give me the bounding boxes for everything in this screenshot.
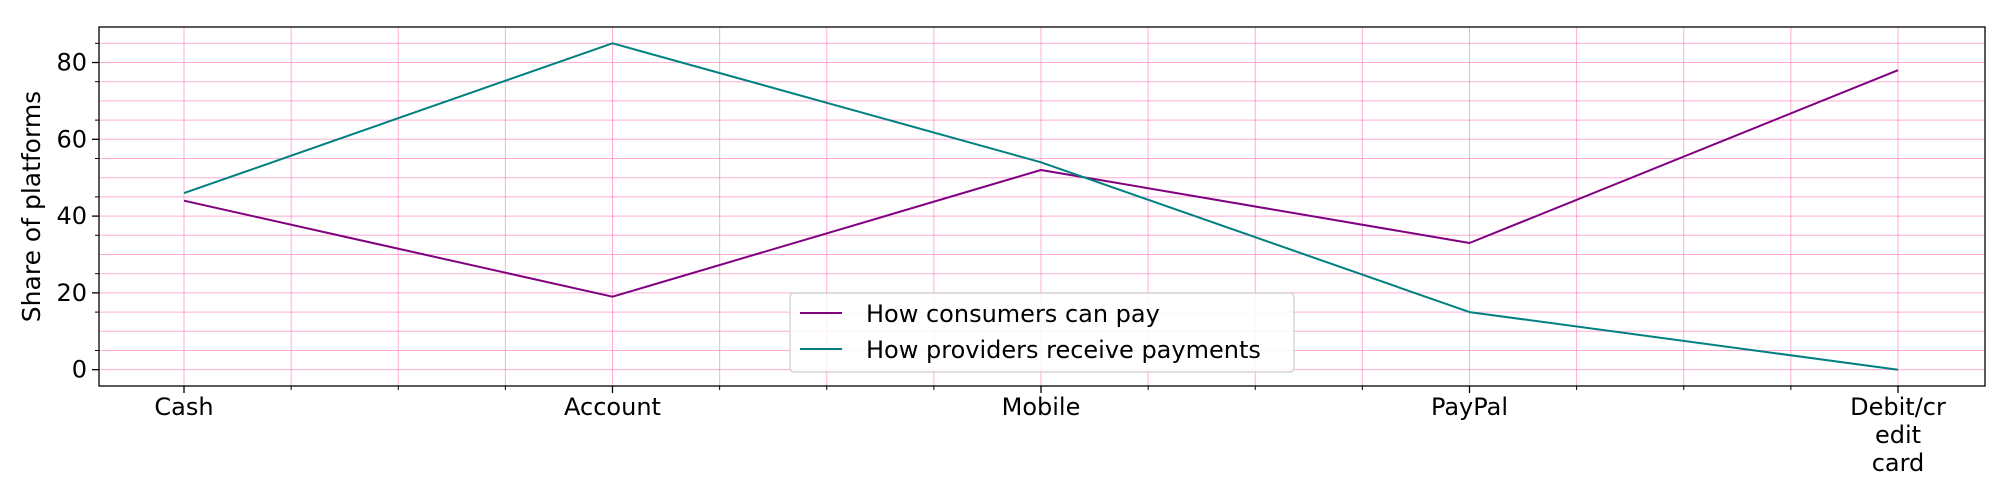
x-tick-label: Mobile <box>1002 393 1081 421</box>
series-layer <box>183 42 1899 371</box>
y-axis-label: Share of platforms <box>17 91 46 322</box>
x-tick-label: Debit/cr edit card <box>1850 393 1946 477</box>
x-tick-label: Account <box>564 393 661 421</box>
plot-frame <box>98 26 1986 387</box>
legend-box <box>789 292 1295 373</box>
tick-labels: 0 20 40 60 80 Cash Account Mobile PayPal Debit/cr… <box>56 49 1946 477</box>
x-tick-label: Cash <box>154 393 213 421</box>
y-tick-label: 0 <box>72 356 87 384</box>
series-line-2 <box>183 42 1899 371</box>
y-tick-label: 80 <box>56 49 87 77</box>
series-line-1 <box>183 69 1899 298</box>
x-tick-label: PayPal <box>1431 393 1508 421</box>
legend: How consumers can pay How providers recei… <box>789 292 1295 373</box>
legend-label: How providers receive payments <box>866 336 1261 364</box>
y-tick-label: 60 <box>56 125 87 153</box>
tick-marks <box>92 42 1899 393</box>
y-tick-label: 20 <box>56 279 87 307</box>
legend-label: How consumers can pay <box>866 300 1160 328</box>
y-tick-label: 40 <box>56 202 87 230</box>
